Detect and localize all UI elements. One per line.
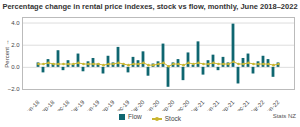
svg-text:Jun-22: Jun-22 xyxy=(263,99,281,111)
svg-text:Sep-19: Sep-19 xyxy=(98,99,116,111)
html-text:Stats NZ: Stats NZ xyxy=(272,113,296,119)
svg-text:Mar-22: Mar-22 xyxy=(248,99,266,111)
svg-text:Jun-18: Jun-18 xyxy=(23,99,41,111)
html-text:Stock: Stock xyxy=(164,115,181,123)
svg-text:Jun-21: Jun-21 xyxy=(203,99,221,111)
svg-text:Dec-21: Dec-21 xyxy=(233,99,251,111)
svg-text:Jun-19: Jun-19 xyxy=(83,99,101,111)
svg-text:Dec-19: Dec-19 xyxy=(113,99,131,111)
svg-text:Sep-21: Sep-21 xyxy=(218,99,236,111)
svg-text:4.0: 4.0 xyxy=(11,20,20,26)
svg-text:Jun-20: Jun-20 xyxy=(143,99,161,111)
svg-text:Percent →: Percent → xyxy=(4,39,10,67)
svg-text:2.0: 2.0 xyxy=(11,42,20,48)
svg-text:Dec-20: Dec-20 xyxy=(173,99,191,111)
html-text:Flow: Flow xyxy=(128,113,142,120)
svg-text:Mar-20: Mar-20 xyxy=(128,99,146,111)
svg-text:Mar-21: Mar-21 xyxy=(188,99,206,111)
html-text:Percentage change in rental pr: Percentage change in rental price indexe… xyxy=(2,2,298,11)
svg-text:Dec-18: Dec-18 xyxy=(53,99,71,111)
svg-text:0.0: 0.0 xyxy=(11,64,20,70)
svg-text:−2.0: −2.0 xyxy=(8,86,21,92)
svg-text:Mar-19: Mar-19 xyxy=(68,99,86,111)
svg-text:Sep-18: Sep-18 xyxy=(38,99,56,111)
svg-text:Sep-20: Sep-20 xyxy=(158,99,176,111)
